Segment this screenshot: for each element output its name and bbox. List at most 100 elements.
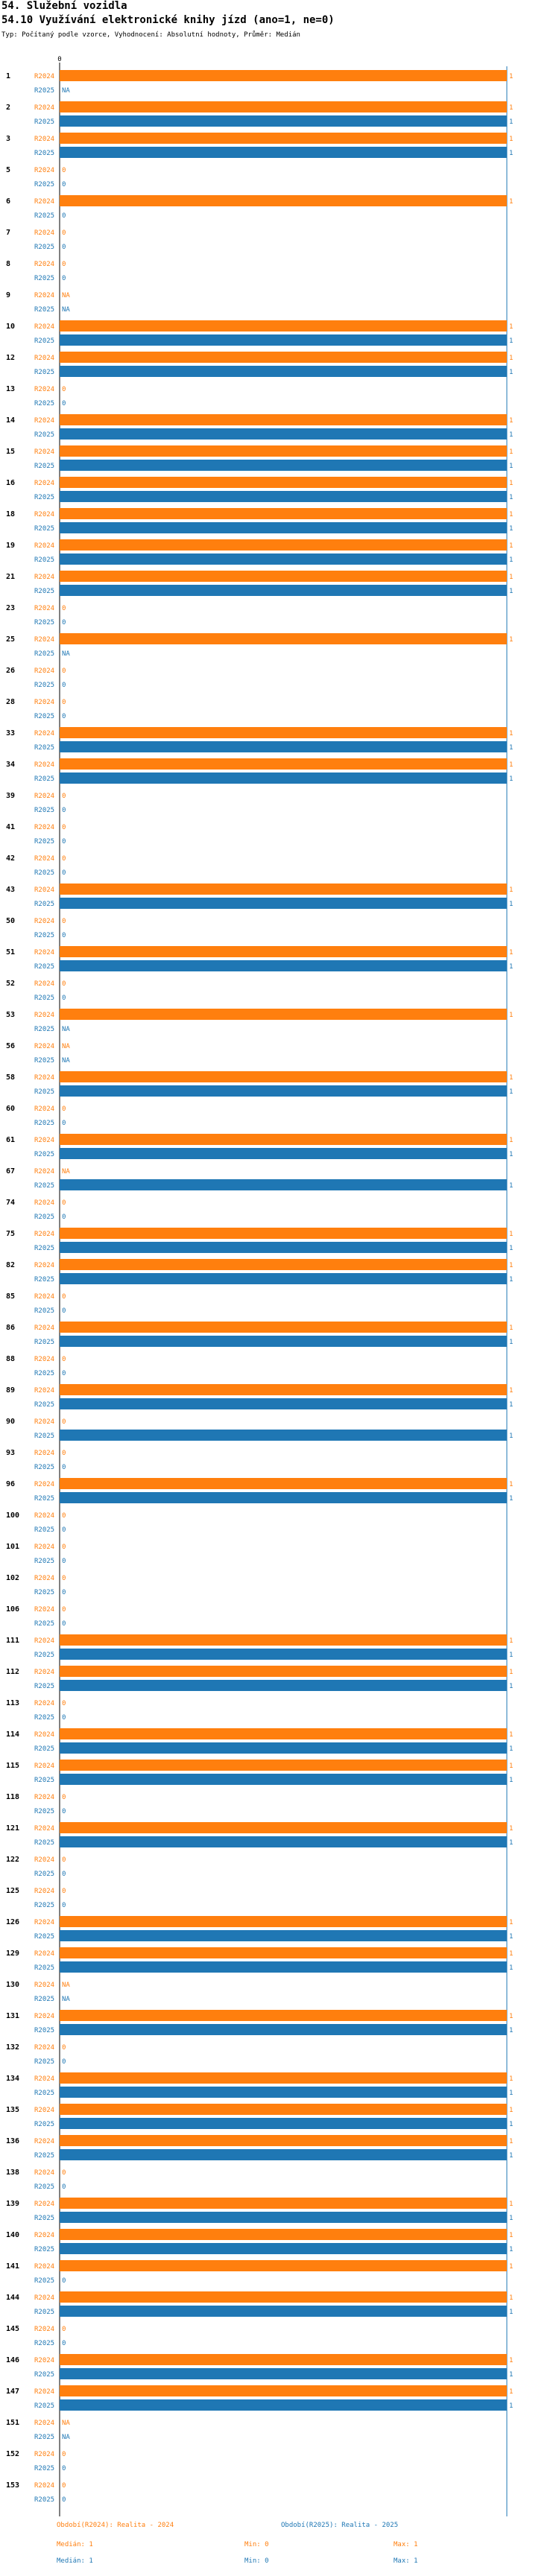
- group-label: 130: [6, 1981, 19, 1989]
- series-label-r2024: R2024: [34, 2201, 54, 2208]
- value-label-r2024: 1: [509, 730, 513, 737]
- value-label-r2024: 1: [509, 198, 513, 206]
- bar-r2024: [60, 1822, 507, 1833]
- group-label: 93: [6, 1449, 15, 1457]
- bar-r2024: [60, 758, 507, 770]
- series-label-r2024: R2024: [34, 1105, 54, 1113]
- value-label-r2025: 0: [62, 619, 66, 626]
- series-label-r2024: R2024: [34, 2138, 54, 2145]
- value-label-r2025: 0: [62, 1526, 66, 1534]
- series-label-r2025: R2025: [34, 2058, 54, 2066]
- bar-r2024: [60, 1478, 507, 1489]
- series-label-r2024: R2024: [34, 636, 54, 644]
- series-label-r2025: R2025: [34, 431, 54, 439]
- group-label: 28: [6, 698, 15, 706]
- value-label-r2024: 0: [62, 1794, 66, 1801]
- value-label-r2024: 1: [509, 1387, 513, 1395]
- series-label-r2024: R2024: [34, 1982, 54, 1989]
- value-label-r2024: 1: [509, 949, 513, 957]
- group-label: 7: [6, 229, 10, 237]
- bar-r2024: [60, 2104, 507, 2115]
- value-label-r2025: 0: [62, 1902, 66, 1909]
- bar-r2024: [60, 2135, 507, 2146]
- series-label-r2024: R2024: [34, 1794, 54, 1801]
- value-label-r2025: 1: [509, 2402, 513, 2410]
- value-label-r2024: 0: [62, 605, 66, 612]
- series-label-r2024: R2024: [34, 1700, 54, 1707]
- group-label: 61: [6, 1136, 15, 1144]
- value-label-r2025: 0: [62, 1871, 66, 1878]
- series-label-r2024: R2024: [34, 1856, 54, 1864]
- bar-r2024: [60, 320, 507, 331]
- bar-r2025: [60, 1430, 507, 1441]
- series-label-r2024: R2024: [34, 292, 54, 299]
- series-label-r2024: R2024: [34, 2044, 54, 2052]
- series-label-r2025: R2025: [34, 150, 54, 157]
- series-label-r2024: R2024: [34, 1387, 54, 1395]
- value-label-r2025: 1: [509, 1652, 513, 1659]
- group-label: 5: [6, 166, 10, 174]
- value-label-r2025: 0: [62, 2277, 66, 2285]
- series-label-r2025: R2025: [34, 775, 54, 783]
- series-label-r2025: R2025: [34, 994, 54, 1002]
- bar-r2024: [60, 2010, 507, 2021]
- series-label-r2024: R2024: [34, 1637, 54, 1645]
- group-label: 134: [6, 2075, 19, 2083]
- series-label-r2025: R2025: [34, 713, 54, 720]
- bar-r2024: [60, 2260, 507, 2271]
- group-label: 125: [6, 1887, 19, 1895]
- value-label-r2024: 1: [509, 511, 513, 518]
- value-label-r2024: 0: [62, 1512, 66, 1520]
- series-label-r2024: R2024: [34, 2451, 54, 2458]
- value-label-r2024: 0: [62, 667, 66, 675]
- value-label-r2025: 1: [509, 1683, 513, 1690]
- group-label: 43: [6, 886, 15, 894]
- bar-r2024: [60, 1947, 507, 1958]
- group-label: 145: [6, 2325, 19, 2333]
- bar-r2025: [60, 2368, 507, 2379]
- bar-r2024: [60, 571, 507, 582]
- bar-r2025: [60, 2399, 507, 2411]
- bar-r2024: [60, 2385, 507, 2396]
- series-label-r2025: R2025: [34, 337, 54, 345]
- series-label-r2024: R2024: [34, 2420, 54, 2427]
- bar-r2025: [60, 960, 507, 971]
- value-label-r2024: 0: [62, 1418, 66, 1426]
- series-label-r2024: R2024: [34, 1544, 54, 1551]
- series-label-r2025: R2025: [34, 463, 54, 470]
- series-label-r2025: R2025: [34, 807, 54, 814]
- series-label-r2024: R2024: [34, 1888, 54, 1895]
- value-label-r2024: 0: [62, 1606, 66, 1614]
- group-label: 100: [6, 1511, 19, 1520]
- group-label: 12: [6, 354, 15, 362]
- series-label-r2024: R2024: [34, 261, 54, 268]
- bar-r2024: [60, 195, 507, 206]
- series-label-r2024: R2024: [34, 1168, 54, 1176]
- group-label: 67: [6, 1167, 15, 1176]
- value-label-r2025: 1: [509, 150, 513, 157]
- value-label-r2024: 0: [62, 261, 66, 268]
- value-label-r2025: 0: [62, 275, 66, 282]
- bar-r2024: [60, 1384, 507, 1395]
- value-label-r2024: 0: [62, 1700, 66, 1707]
- bar-r2024: [60, 1259, 507, 1270]
- value-label-r2025: 1: [509, 431, 513, 439]
- series-label-r2025: R2025: [34, 1714, 54, 1722]
- value-label-r2024: 1: [509, 1637, 513, 1645]
- value-label-r2024: 1: [509, 1012, 513, 1019]
- bar-r2025: [60, 147, 507, 158]
- value-label-r2024: 1: [509, 1481, 513, 1488]
- series-label-r2025: R2025: [34, 1495, 54, 1503]
- bar-r2025: [60, 2306, 507, 2317]
- value-label-r2024: 1: [509, 355, 513, 362]
- group-label: 89: [6, 1386, 15, 1395]
- value-label-r2024: 1: [509, 1825, 513, 1833]
- value-label-r2024: 0: [62, 824, 66, 831]
- bar-r2025: [60, 522, 507, 533]
- value-label-r2024: 0: [62, 793, 66, 800]
- series-label-r2024: R2024: [34, 1825, 54, 1833]
- series-label-r2025: R2025: [34, 1370, 54, 1377]
- group-label: 42: [6, 854, 15, 863]
- series-label-r2024: R2024: [34, 1074, 54, 1082]
- bar-r2025: [60, 2024, 507, 2035]
